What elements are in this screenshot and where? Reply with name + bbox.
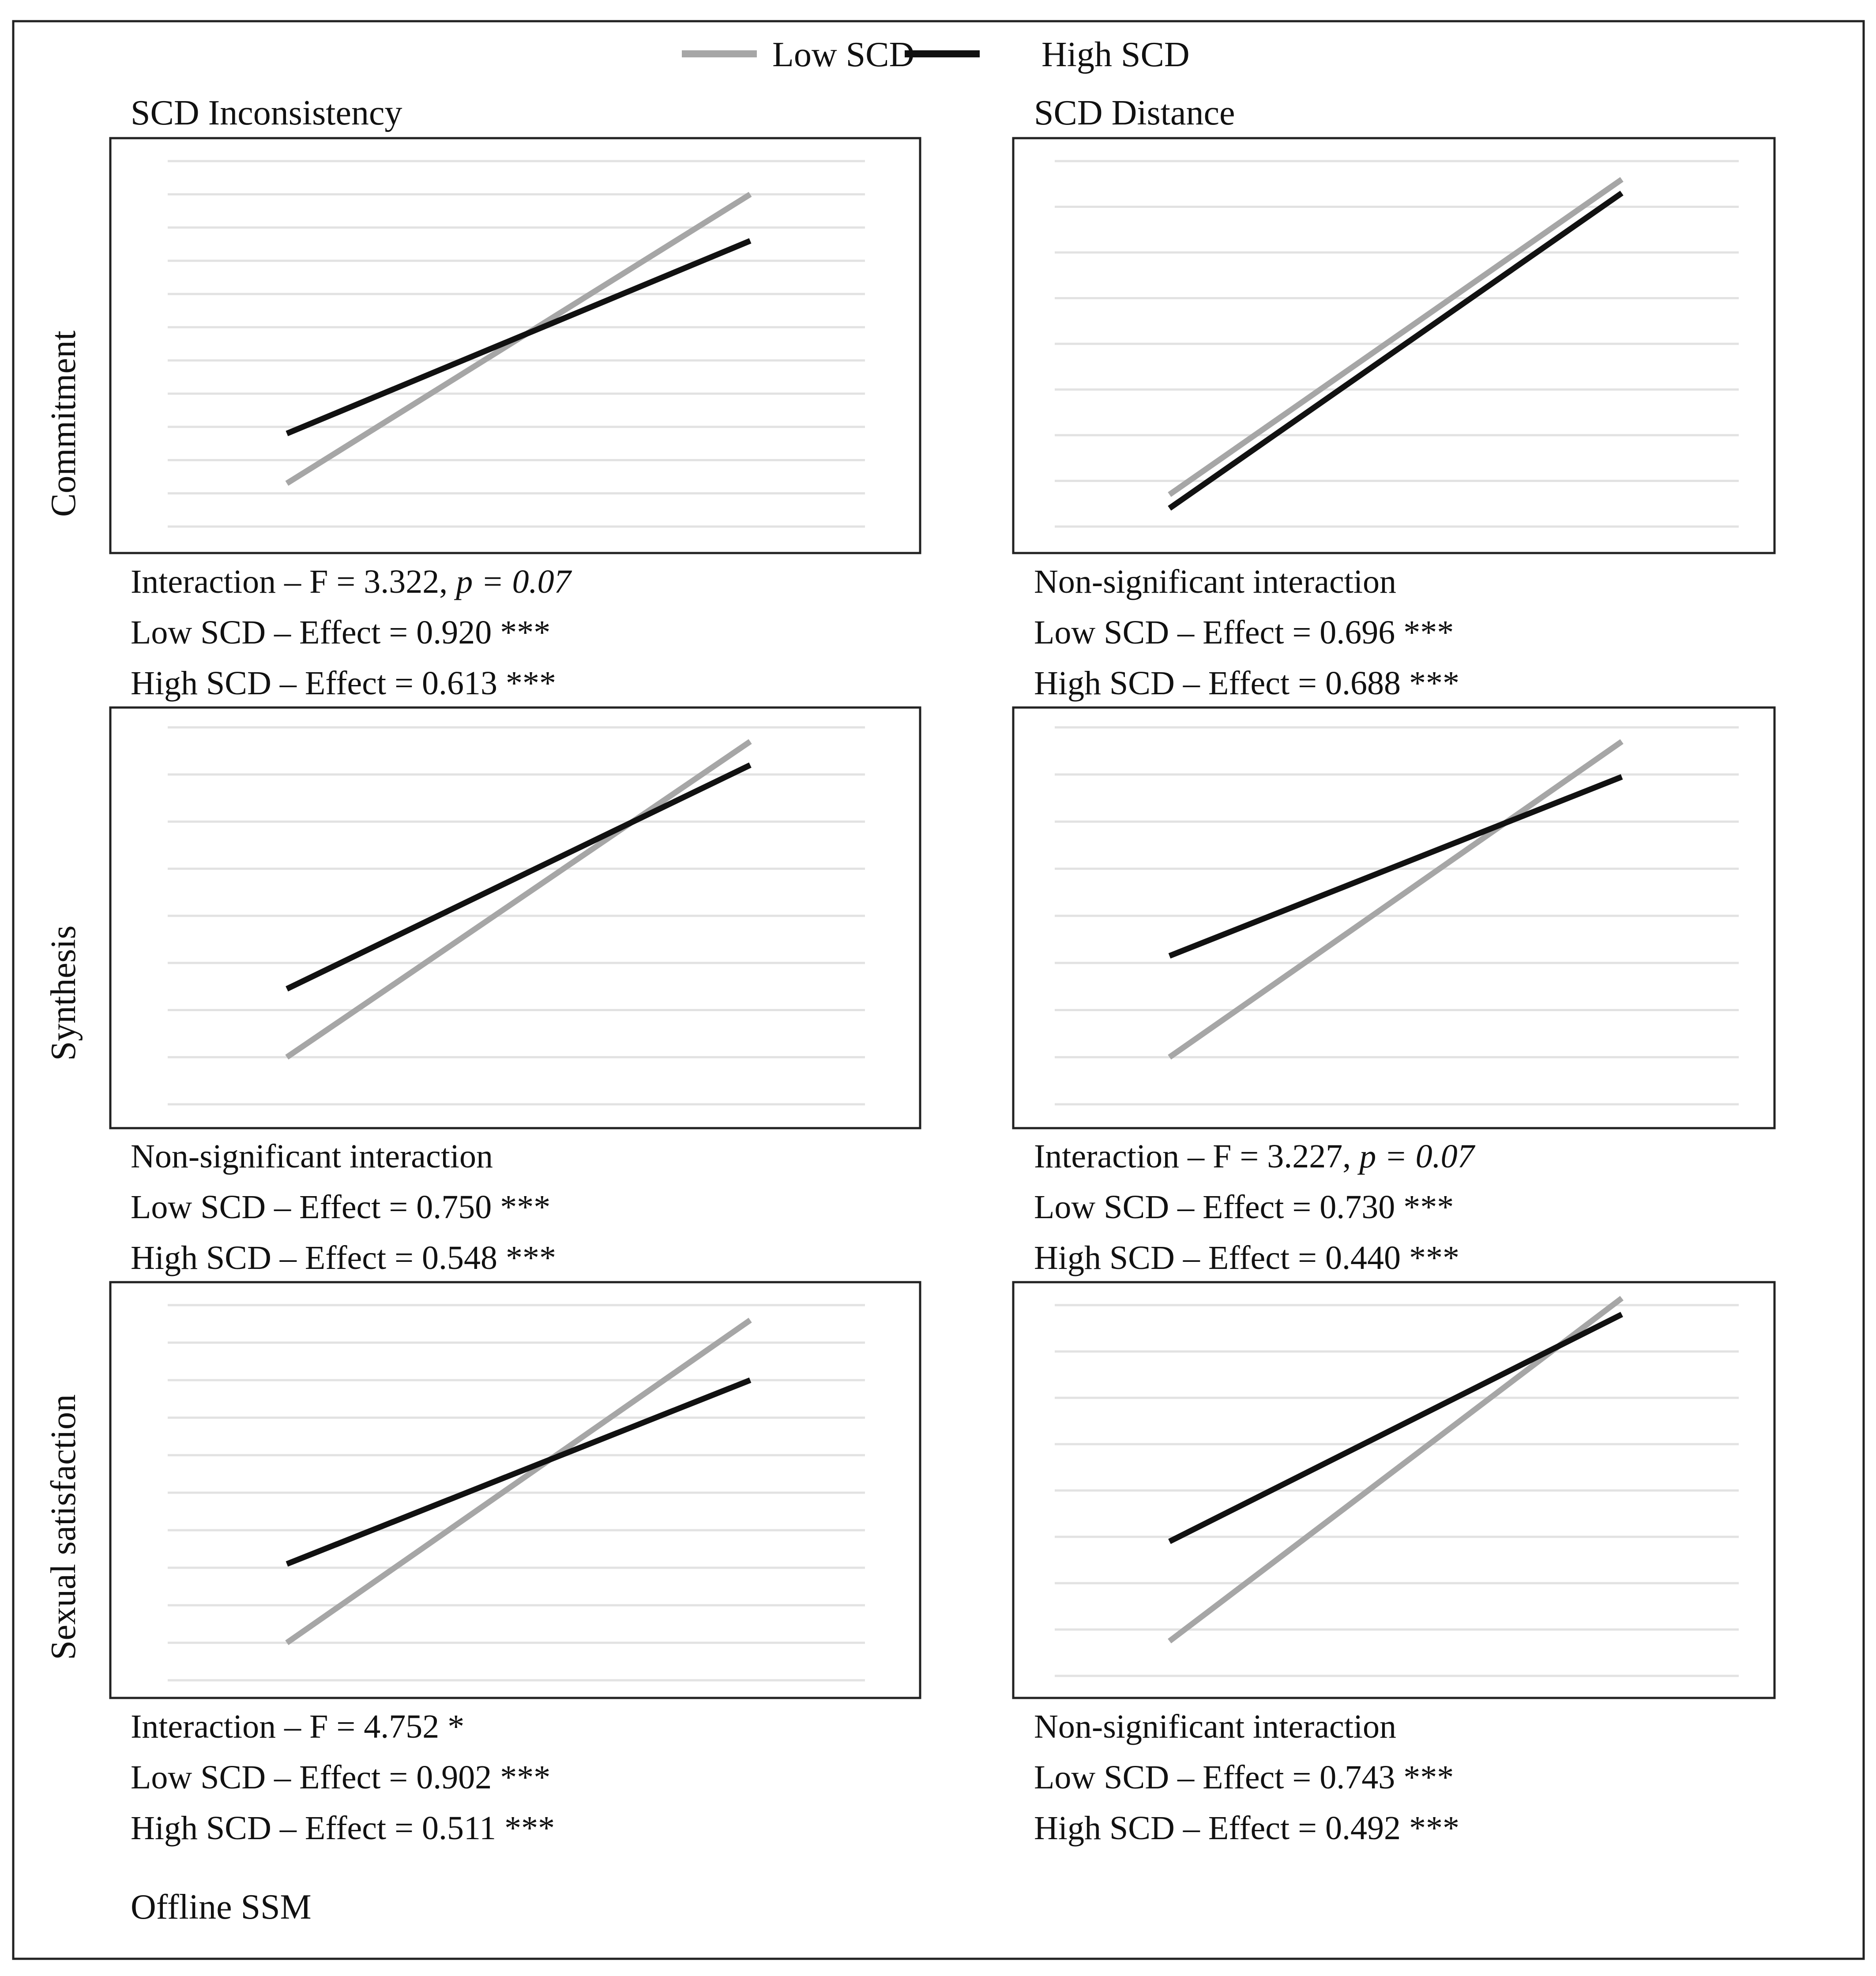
line-high-scd	[286, 238, 752, 437]
outer-border	[12, 20, 1865, 1960]
interaction-text: Interaction – F = 3.322,	[131, 563, 456, 600]
panel-synthesis-distance	[1012, 706, 1776, 1129]
line-low-scd	[285, 739, 752, 1060]
panel-frame	[109, 137, 921, 554]
annotation-low-effect: Low SCD – Effect = 0.902 ***	[131, 1759, 550, 1796]
annotation-high-effect: High SCD – Effect = 0.440 ***	[1034, 1239, 1459, 1276]
annotation-high-effect: High SCD – Effect = 0.492 ***	[1034, 1810, 1459, 1847]
line-high-scd	[286, 762, 752, 992]
annotation-low-effect: Low SCD – Effect = 0.743 ***	[1034, 1759, 1454, 1796]
annotation-high-effect: High SCD – Effect = 0.511 ***	[131, 1810, 555, 1847]
annotation-line-1: Non-significant interaction	[131, 1138, 493, 1175]
panel-sexual-satisfaction-inconsistency	[109, 1281, 921, 1699]
panel-frame	[109, 706, 921, 1129]
interaction-text: Interaction – F = 3.227,	[1034, 1138, 1359, 1175]
panel-frame	[1012, 137, 1776, 554]
gridlines	[168, 726, 865, 1106]
annotation-line-1: Non-significant interaction	[1034, 563, 1396, 600]
panel-frame	[1012, 706, 1776, 1129]
panel-sexual-satisfaction-distance	[1012, 1281, 1776, 1699]
annotation-low-effect: Low SCD – Effect = 0.730 ***	[1034, 1189, 1454, 1226]
legend-label-high: High SCD	[1041, 35, 1190, 74]
annotation-high-effect: High SCD – Effect = 0.613 ***	[131, 665, 556, 702]
annotation-line-1: Non-significant interaction	[1034, 1708, 1396, 1745]
gridlines	[1055, 160, 1739, 528]
gridlines	[168, 1304, 865, 1682]
row-label-commitment: Commitment	[44, 331, 83, 517]
annotation-high-effect: High SCD – Effect = 0.688 ***	[1034, 665, 1459, 702]
column-title-distance: SCD Distance	[1034, 94, 1235, 132]
panel-commitment-distance	[1012, 137, 1776, 554]
legend-label-low: Low SCD	[772, 35, 914, 74]
line-low-scd	[1168, 177, 1624, 497]
line-high-scd	[1168, 191, 1624, 511]
gridlines	[168, 160, 865, 528]
annotation-line-1: Interaction – F = 4.752 *	[131, 1708, 464, 1745]
row-label-sexual-satisfaction: Sexual satisfaction	[44, 1394, 83, 1660]
annotation-high-effect: High SCD – Effect = 0.548 ***	[131, 1239, 556, 1276]
panel-frame	[109, 1281, 921, 1699]
line-high-scd	[1168, 774, 1623, 959]
annotation-low-effect: Low SCD – Effect = 0.750 ***	[131, 1189, 550, 1226]
panel-commitment-inconsistency	[109, 137, 921, 554]
p-value-text: p = 0.07	[454, 563, 572, 600]
p-value-text: p = 0.07	[1357, 1138, 1475, 1175]
column-title-inconsistency: SCD Inconsistency	[131, 94, 402, 132]
annotation-low-effect: Low SCD – Effect = 0.920 ***	[131, 614, 550, 651]
line-low-scd	[285, 1317, 752, 1645]
panel-synthesis-inconsistency	[109, 706, 921, 1129]
annotation-line-1: Interaction – F = 3.227, p = 0.07	[1034, 1138, 1476, 1175]
annotation-line-1: Interaction – F = 3.322, p = 0.07	[131, 563, 572, 600]
footer-label: Offline SSM	[131, 1888, 312, 1927]
row-label-synthesis: Synthesis	[44, 926, 83, 1061]
line-low-scd	[1168, 739, 1624, 1060]
annotation-low-effect: Low SCD – Effect = 0.696 ***	[1034, 614, 1454, 651]
line-high-scd	[1168, 1312, 1623, 1544]
line-high-scd	[286, 1377, 752, 1567]
legend: Low SCD High SCD	[682, 35, 1190, 74]
gridlines	[1055, 1304, 1739, 1677]
